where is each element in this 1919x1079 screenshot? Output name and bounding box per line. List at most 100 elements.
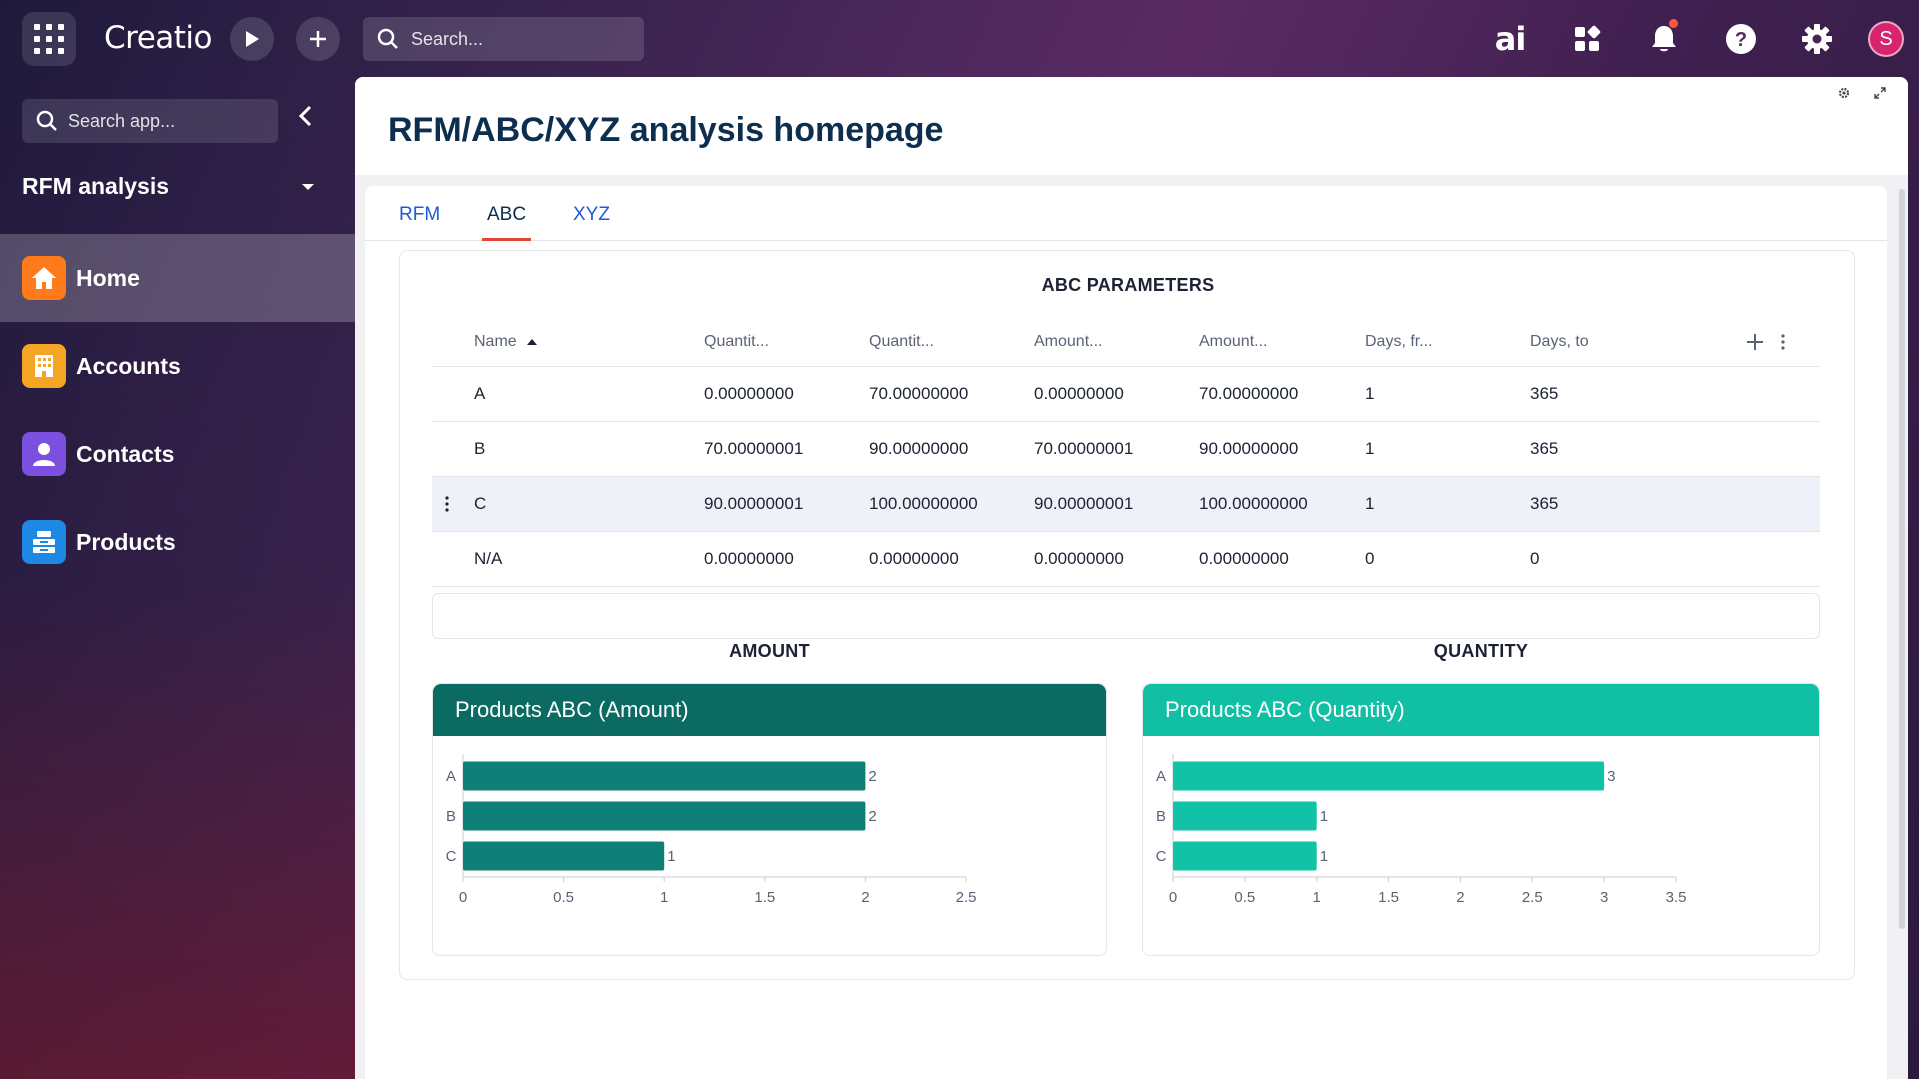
cell: 70.00000001: [704, 439, 804, 458]
notifications-button[interactable]: [1644, 19, 1684, 59]
sidebar-item-products[interactable]: Products: [0, 498, 355, 586]
grid-footer: [432, 593, 1820, 639]
grid-menu-button[interactable]: [1780, 317, 1786, 366]
plus-icon: [1747, 333, 1763, 350]
category-label: A: [1156, 768, 1166, 785]
category-label: B: [446, 808, 456, 825]
collapse-sidebar-button[interactable]: [298, 105, 314, 132]
x-tick-label: 0: [1169, 889, 1177, 906]
chart-title[interactable]: Products ABC (Quantity): [1143, 684, 1819, 736]
cell: N/A: [474, 549, 503, 568]
tab-rfm[interactable]: RFM: [399, 204, 441, 225]
x-tick-label: 3: [1600, 889, 1608, 906]
sort-asc-icon: [526, 338, 537, 345]
add-column-button[interactable]: [1746, 317, 1764, 366]
cell: 0.00000000: [704, 549, 794, 568]
quantity-chart-widget: Products ABC (Quantity) 0 0.5 1 1.5 2 2.5 3 3.5…: [1142, 683, 1820, 956]
cell: 0.00000000: [704, 384, 794, 403]
x-tick-label: 2: [1456, 889, 1464, 906]
help-button[interactable]: ?: [1721, 19, 1761, 59]
cell: 0: [1365, 549, 1375, 568]
bar: [463, 841, 665, 871]
column-header[interactable]: Days, to: [1530, 332, 1589, 350]
app-search-input[interactable]: Search app...: [22, 99, 278, 143]
add-button[interactable]: [296, 17, 340, 61]
data-label: 2: [868, 768, 876, 785]
category-label: B: [1156, 808, 1166, 825]
x-tick-label: 0: [459, 889, 467, 906]
top-bar: Creatio Search... ai ?: [0, 0, 1919, 77]
avatar[interactable]: S: [1868, 21, 1904, 57]
search-icon: [377, 28, 398, 49]
cell: 100.00000000: [869, 494, 978, 513]
category-label: C: [446, 848, 457, 865]
main-panel: RFM/ABC/XYZ analysis homepage RFM ABC XY…: [355, 77, 1908, 1079]
app-title[interactable]: RFM analysis: [22, 173, 169, 199]
column-label: Name: [474, 332, 517, 350]
cell: 90.00000000: [1199, 439, 1299, 458]
ai-assistant-button[interactable]: ai: [1490, 19, 1530, 59]
page-header: RFM/ABC/XYZ analysis homepage: [355, 77, 1908, 175]
bar: [1173, 801, 1317, 831]
run-process-button[interactable]: [230, 17, 274, 61]
x-tick-label: 0.5: [1234, 889, 1255, 906]
app-search-placeholder: Search app...: [68, 110, 176, 131]
bell-icon: [1652, 26, 1676, 52]
row-menu-button[interactable]: [444, 477, 450, 531]
bar: [463, 801, 866, 831]
building-icon: [22, 344, 66, 388]
search-placeholder: Search...: [411, 28, 484, 49]
column-header[interactable]: Amount...: [1034, 332, 1103, 350]
table-row[interactable]: B 70.00000001 90.00000000 70.00000001 90…: [432, 422, 1820, 477]
page-title: RFM/ABC/XYZ analysis homepage: [388, 111, 944, 149]
sidebar-item-label: Accounts: [76, 352, 181, 379]
global-search-input[interactable]: Search...: [363, 17, 644, 61]
data-label: 2: [868, 808, 876, 825]
data-label: 1: [1320, 808, 1328, 825]
person-icon: [22, 432, 66, 476]
cell: 0.00000000: [869, 549, 959, 568]
data-label: 3: [1607, 768, 1615, 785]
sidebar-item-label: Home: [76, 264, 140, 291]
column-header[interactable]: Days, fr...: [1365, 332, 1433, 350]
table-row[interactable]: C 90.00000001 100.00000000 90.00000001 1…: [432, 477, 1820, 532]
cell: 0.00000000: [1199, 549, 1289, 568]
expand-icon[interactable]: [1874, 87, 1886, 99]
table-row[interactable]: A 0.00000000 70.00000000 0.00000000 70.0…: [432, 367, 1820, 422]
cell: C: [474, 494, 487, 513]
cell: 0.00000000: [1034, 384, 1124, 403]
apps-button[interactable]: [1567, 19, 1607, 59]
chart-title[interactable]: Products ABC (Amount): [433, 684, 1106, 736]
cell: B: [474, 439, 486, 458]
ai-icon: ai: [1494, 20, 1527, 58]
sidebar-item-home[interactable]: Home: [0, 234, 355, 322]
tab-abc[interactable]: ABC: [482, 204, 532, 241]
cell: 0.00000000: [1034, 549, 1124, 568]
chevron-down-icon[interactable]: [302, 184, 314, 190]
column-header-name[interactable]: Name: [474, 317, 537, 366]
x-tick-label: 2.5: [1522, 889, 1543, 906]
tab-xyz[interactable]: XYZ: [573, 204, 610, 225]
cell: 70.00000001: [1034, 439, 1134, 458]
settings-button[interactable]: [1797, 19, 1837, 59]
play-icon: [246, 31, 259, 47]
scrollbar[interactable]: [1899, 189, 1905, 929]
svg-text:?: ?: [1735, 29, 1747, 51]
more-vertical-icon: [445, 496, 449, 512]
gear-icon[interactable]: [1838, 87, 1850, 99]
table-row[interactable]: N/A 0.00000000 0.00000000 0.00000000 0.0…: [432, 532, 1820, 587]
sidebar-item-label: Contacts: [76, 440, 175, 467]
column-header[interactable]: Amount...: [1199, 332, 1268, 350]
bar: [463, 761, 866, 791]
x-tick-label: 1.5: [754, 889, 775, 906]
column-header[interactable]: Quantit...: [704, 332, 769, 350]
column-header[interactable]: Quantit...: [869, 332, 934, 350]
chevron-left-icon: [298, 105, 312, 127]
parameters-title: ABC PARAMETERS: [1041, 275, 1215, 295]
abc-card: ABC PARAMETERS Name Quantit... Quantit..…: [399, 250, 1855, 980]
home-icon: [22, 256, 66, 300]
sidebar-item-contacts[interactable]: Contacts: [0, 410, 355, 498]
app-launcher-button[interactable]: [22, 12, 76, 66]
sidebar-item-accounts[interactable]: Accounts: [0, 322, 355, 410]
x-tick-label: 1.5: [1378, 889, 1399, 906]
